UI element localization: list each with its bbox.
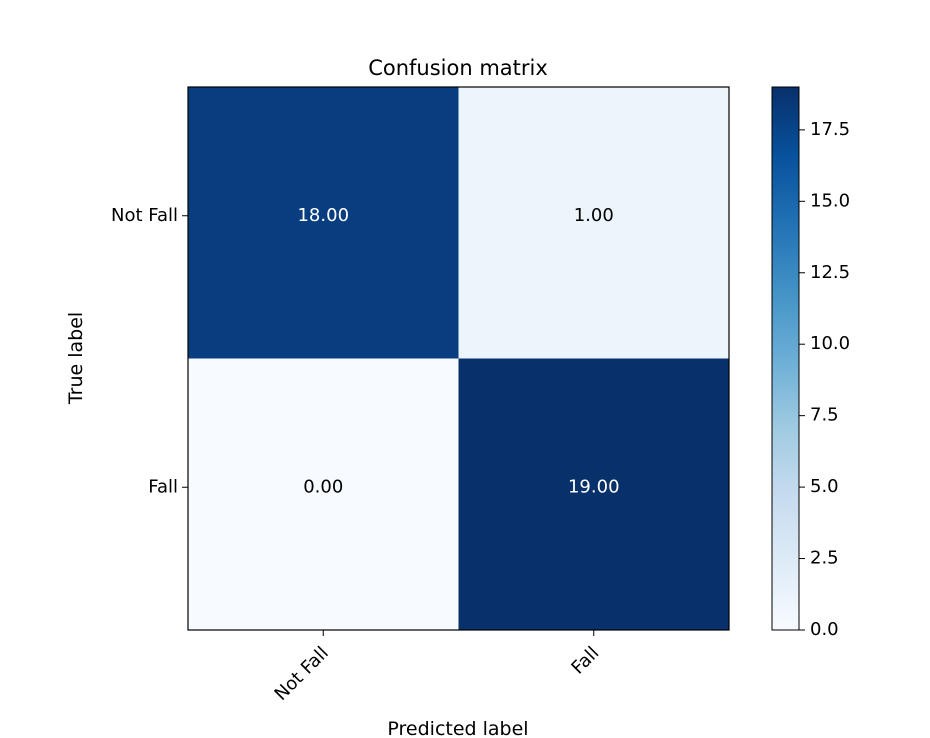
y-tick-label: Fall <box>148 476 178 497</box>
matrix-cell <box>458 87 729 359</box>
x-axis-ticks: Not Fall Fall <box>271 630 603 705</box>
cell-value-label: 0.00 <box>303 476 343 497</box>
matrix-cell <box>458 358 729 630</box>
colorbar-ticks: 0.0 2.5 5.0 7.5 10.0 12.5 15.0 17.5 <box>799 119 850 640</box>
x-tick-label: Not Fall <box>271 643 333 705</box>
colorbar-tick-label: 0.0 <box>810 619 839 640</box>
y-tick-label: Not Fall <box>111 205 178 226</box>
x-tick-label: Fall <box>567 643 603 679</box>
x-axis-label: Predicted label <box>387 718 528 738</box>
colorbar-tick-label: 12.5 <box>810 262 850 283</box>
cell-value-label: 18.00 <box>297 205 349 226</box>
y-axis-ticks: Not Fall Fall <box>111 205 188 497</box>
matrix-cell-labels: 18.00 1.00 0.00 19.00 <box>297 205 619 498</box>
colorbar-tick-label: 7.5 <box>810 405 839 426</box>
colorbar-tick-label: 2.5 <box>810 548 839 569</box>
matrix-cell <box>188 87 459 359</box>
colorbar-tick-label: 10.0 <box>810 333 850 354</box>
matrix-cells <box>188 87 729 630</box>
colorbar <box>771 86 800 631</box>
matrix-cell <box>188 358 459 630</box>
chart-title: Confusion matrix <box>368 56 548 80</box>
colorbar-tick-label: 15.0 <box>810 190 850 211</box>
y-axis-label: True label <box>65 312 87 405</box>
colorbar-tick-label: 17.5 <box>810 119 850 140</box>
plot-frame <box>187 86 730 631</box>
colorbar-tick-label: 5.0 <box>810 476 839 497</box>
cell-value-label: 1.00 <box>574 205 614 226</box>
cell-value-label: 19.00 <box>568 476 620 497</box>
